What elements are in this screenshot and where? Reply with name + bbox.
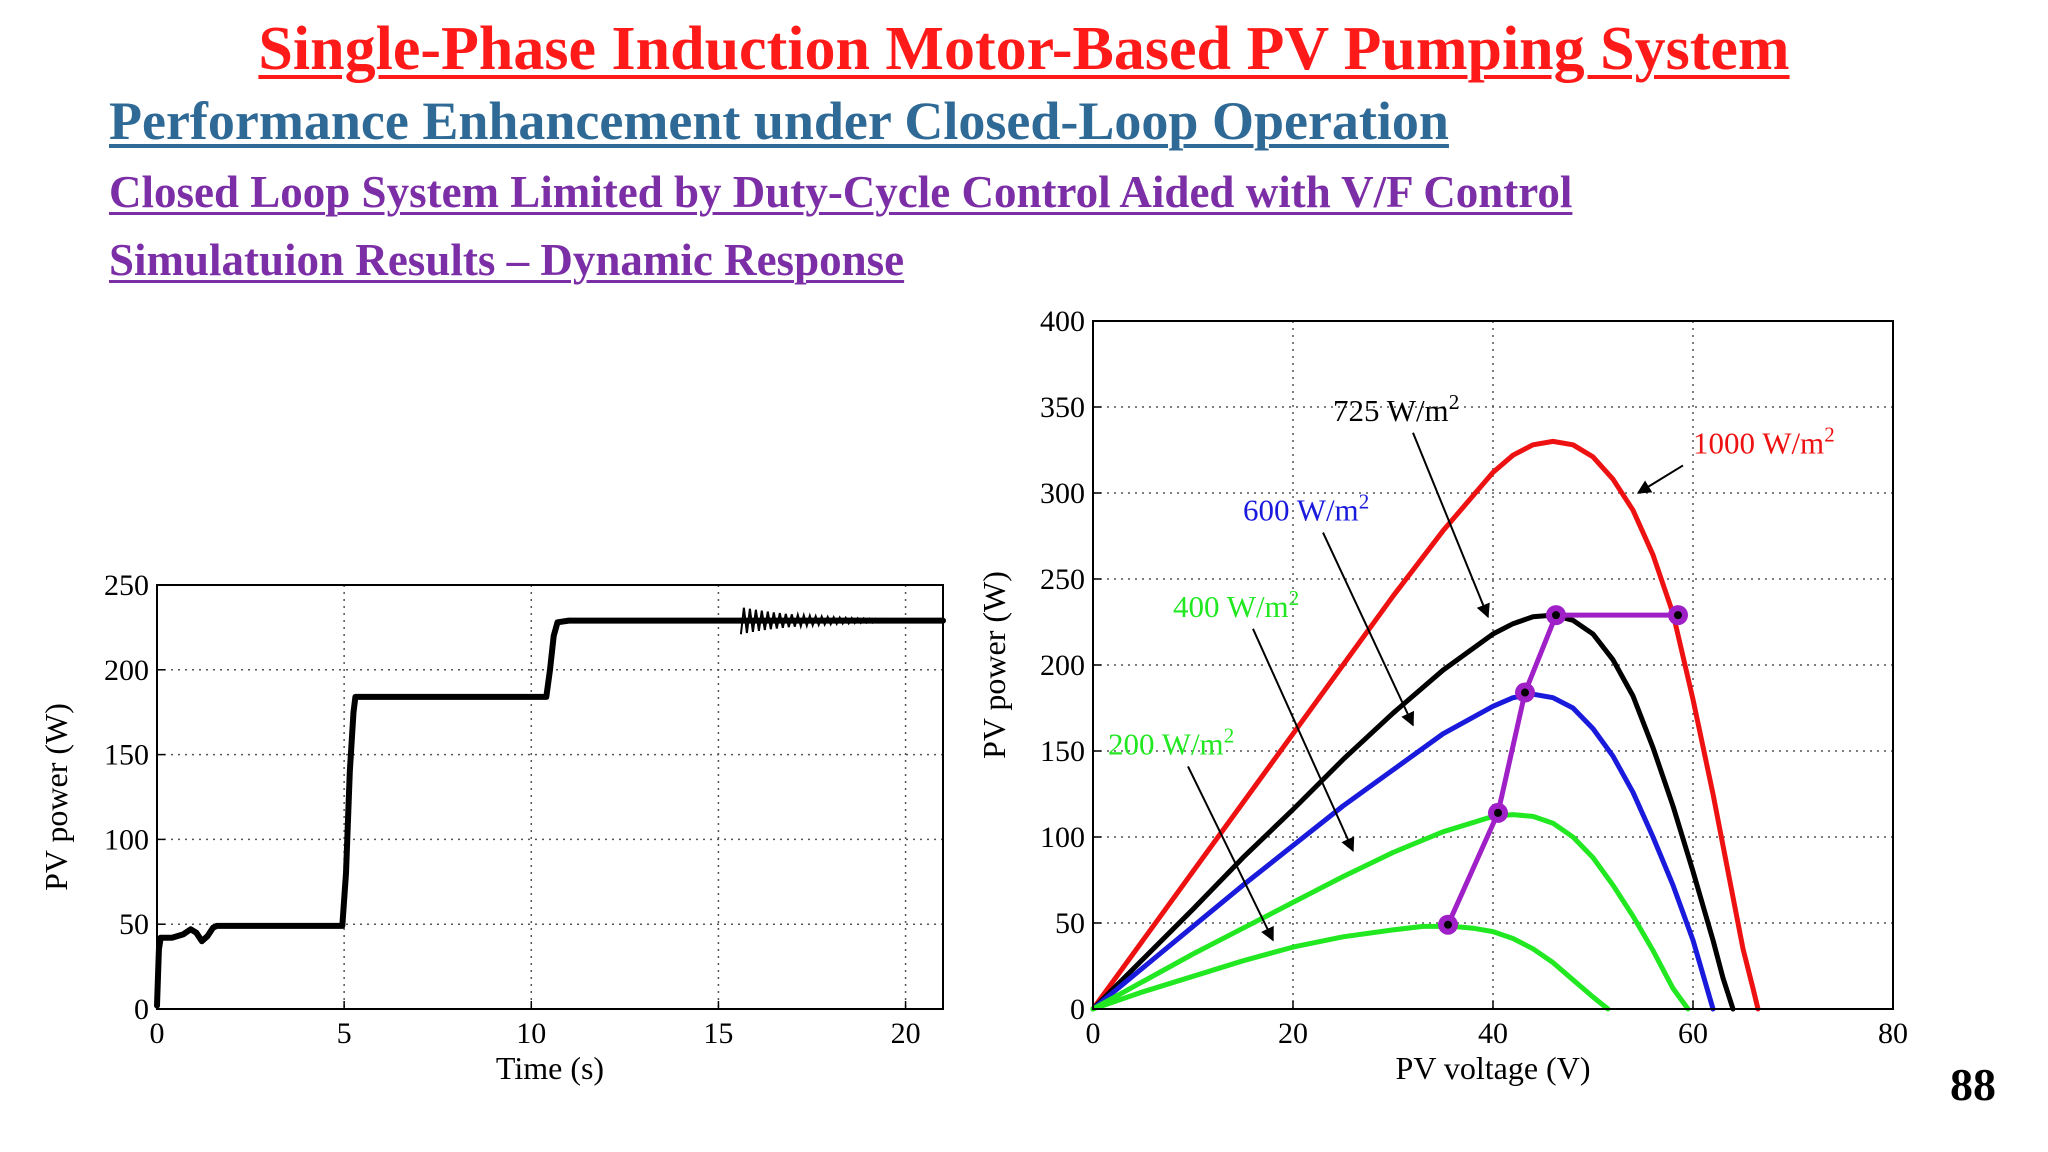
slide-heading-results: Simulatuion Results – Dynamic Response	[109, 235, 905, 285]
y-tick-label: 0	[1070, 993, 1085, 1026]
chart-2: 0 20 40 60 80 0 50 100 150 200 250 300 350 400 PV volt…	[976, 305, 1908, 1086]
operating-point-center	[1494, 808, 1502, 817]
x-tick-label: 40	[1478, 1017, 1508, 1050]
x-tick-label: 60	[1678, 1017, 1708, 1050]
series-line-725wm2	[1090, 612, 1736, 1012]
y-tick-label: 250	[104, 569, 149, 602]
y-tick-label: 250	[1040, 563, 1085, 596]
x-tick-label: 0	[150, 1017, 165, 1050]
y-axis-label: PV power (W)	[38, 703, 74, 891]
x-tick-label: 0	[1086, 1017, 1101, 1050]
y-tick-label: 100	[104, 823, 149, 856]
y-tick-label: 50	[119, 908, 149, 941]
annotation-arrow	[1187, 766, 1274, 942]
annotation-arrow	[1412, 432, 1490, 619]
operating-point-center	[1674, 611, 1682, 620]
y-tick-label: 0	[134, 993, 149, 1026]
page-number: 88	[1950, 1059, 1996, 1110]
plot-frame	[156, 584, 944, 1010]
y-tick-label: 200	[104, 654, 149, 687]
oscillation-trace	[739, 607, 922, 635]
operating-point-center	[1444, 920, 1452, 929]
annotation-arrow	[1636, 464, 1684, 494]
y-tick-label: 100	[1040, 821, 1085, 854]
x-tick-label: 80	[1878, 1017, 1908, 1050]
y-tick-label: 400	[1040, 305, 1085, 338]
y-tick-label: 350	[1040, 391, 1085, 424]
irradiance-label: 600 W/m2	[1243, 490, 1369, 528]
y-tick-label: 150	[1040, 735, 1085, 768]
annotation-arrow	[1322, 532, 1415, 727]
y-tick-label: 50	[1055, 907, 1085, 940]
annotation-arrow	[1252, 628, 1355, 853]
x-axis-label: PV voltage (V)	[1396, 1050, 1591, 1086]
slide-subtitle: Performance Enhancement under Closed-Loo…	[109, 91, 1449, 151]
slide-heading-control: Closed Loop System Limited by Duty-Cycle…	[109, 167, 1573, 217]
x-tick-label: 10	[516, 1017, 546, 1050]
operating-point-center	[1521, 688, 1529, 697]
series-line-1000wm2	[1090, 438, 1761, 1012]
series-line-0	[154, 617, 946, 1009]
plot-frame	[1092, 320, 1894, 1010]
series-line-400wm2	[1090, 812, 1691, 1012]
operating-point-center	[1552, 611, 1560, 620]
irradiance-label: 1000 W/m2	[1693, 422, 1835, 460]
x-tick-label: 20	[891, 1017, 921, 1050]
irradiance-label: 200 W/m2	[1108, 723, 1234, 761]
irradiance-label: 400 W/m2	[1173, 586, 1299, 624]
slide-title: Single-Phase Induction Motor-Based PV Pu…	[258, 15, 1790, 83]
x-tick-label: 20	[1278, 1017, 1308, 1050]
y-axis-label: PV power (W)	[976, 571, 1012, 759]
x-tick-label: 15	[703, 1017, 733, 1050]
operating-point-path	[1445, 612, 1678, 926]
y-tick-label: 200	[1040, 649, 1085, 682]
x-axis-label: Time (s)	[496, 1050, 604, 1086]
x-tick-label: 5	[337, 1017, 352, 1050]
y-tick-label: 150	[104, 739, 149, 772]
irradiance-label: 725 W/m2	[1333, 390, 1459, 428]
y-tick-label: 300	[1040, 477, 1085, 510]
